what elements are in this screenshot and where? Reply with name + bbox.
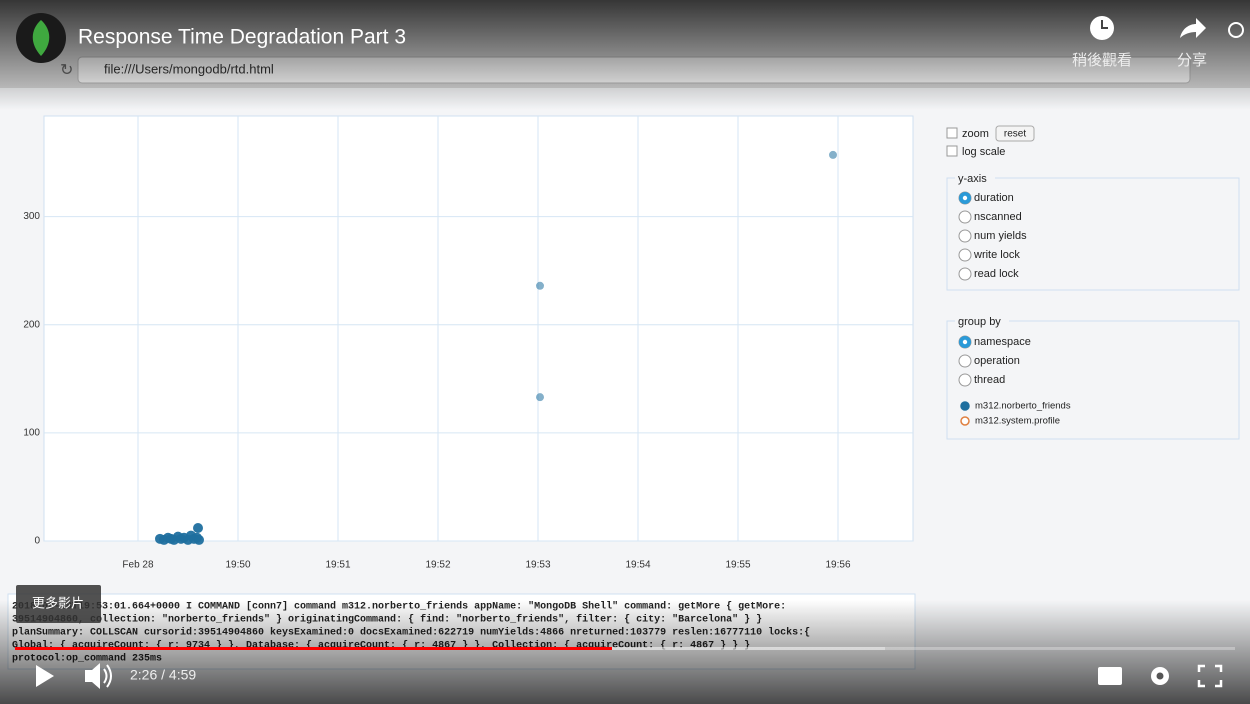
legend-gap [955,315,1009,327]
x-tick-label: 19:51 [325,560,350,571]
x-tick-label: 19:54 [625,560,650,571]
radio-label: write lock [973,249,1020,261]
radio[interactable] [958,354,972,368]
progress-track[interactable] [15,647,1235,650]
settings-center [1156,672,1164,680]
plot-area [43,115,914,542]
radio-label: num yields [974,230,1027,242]
top-overlay [0,0,1250,110]
point [194,534,204,545]
radio-label: operation [974,355,1020,367]
radio-label: duration [974,192,1014,204]
more-videos: 更多影片 [32,595,84,610]
radio[interactable] [958,229,972,243]
point [193,523,203,534]
log-scale-checkbox[interactable] [946,145,958,157]
x-tick-label: 19:56 [825,560,850,571]
legend-label: m312.system.profile [975,416,1060,427]
y-tick-label: 100 [23,427,40,438]
zoom-checkbox[interactable] [946,127,958,139]
point [536,281,544,290]
radio[interactable] [958,267,972,281]
x-tick-label: 19:52 [425,560,450,571]
reset-button[interactable] [995,125,1035,142]
legend-marker [960,401,970,411]
y-tick-label: 0 [34,536,40,547]
chart: 0 100 200 300 Feb 28 19:50 19:51 19:52 19:53 19:5… [23,115,914,571]
clock-hands [1101,20,1108,29]
zoom-label: zoom [962,128,989,140]
y-tick-label: 200 [23,319,40,330]
radio-label: read lock [974,268,1019,280]
point [536,393,544,402]
radio-dot [962,339,968,345]
radio-dot [962,195,968,201]
point [829,150,837,159]
y-tick-label: 300 [23,211,40,222]
radio-label: thread [974,374,1005,386]
group-by-fieldset [946,320,1240,440]
watch-later[interactable]: 稍後觀看 [1072,52,1132,69]
fullscreen-button[interactable] [1197,664,1223,688]
legend-label: m312.norberto_friends [975,401,1071,412]
legend-gap [955,172,995,184]
x-tick-label: 19:50 [225,560,250,571]
y-axis-title: y-axis [958,173,987,185]
group-by-title: group by [958,316,1001,328]
legend-marker [960,416,970,426]
progress [15,647,612,650]
y-axis-fieldset [946,177,1240,291]
x-tick-label: Feb 28 [122,560,154,571]
control-panel: zoom reset log scale y-axis group by [946,125,1240,440]
share-icon[interactable] [1180,18,1206,38]
share[interactable]: 分享 [1177,52,1207,69]
volume-button[interactable] [85,663,100,689]
subtitles-button[interactable] [1098,667,1122,685]
log-scale-label: log scale [962,146,1005,158]
radio-label: namespace [974,336,1031,348]
time-display: 2:26 / 4:59 [130,667,196,683]
reset-label: reset [1004,129,1026,140]
radio[interactable] [958,248,972,262]
bottom-overlay [0,600,1250,704]
volume-waves [103,664,112,688]
video-title[interactable]: Response Time Degradation Part 3 [78,26,406,49]
radio[interactable] [958,210,972,224]
radio[interactable] [958,373,972,387]
x-tick-label: 19:55 [725,560,750,571]
x-tick-label: 19:53 [525,560,550,571]
more-videos-button[interactable] [16,585,101,623]
leaf-logo [32,20,50,56]
radio-label: nscanned [974,211,1022,223]
account-icon[interactable] [1228,22,1244,38]
play-button[interactable] [36,665,54,687]
